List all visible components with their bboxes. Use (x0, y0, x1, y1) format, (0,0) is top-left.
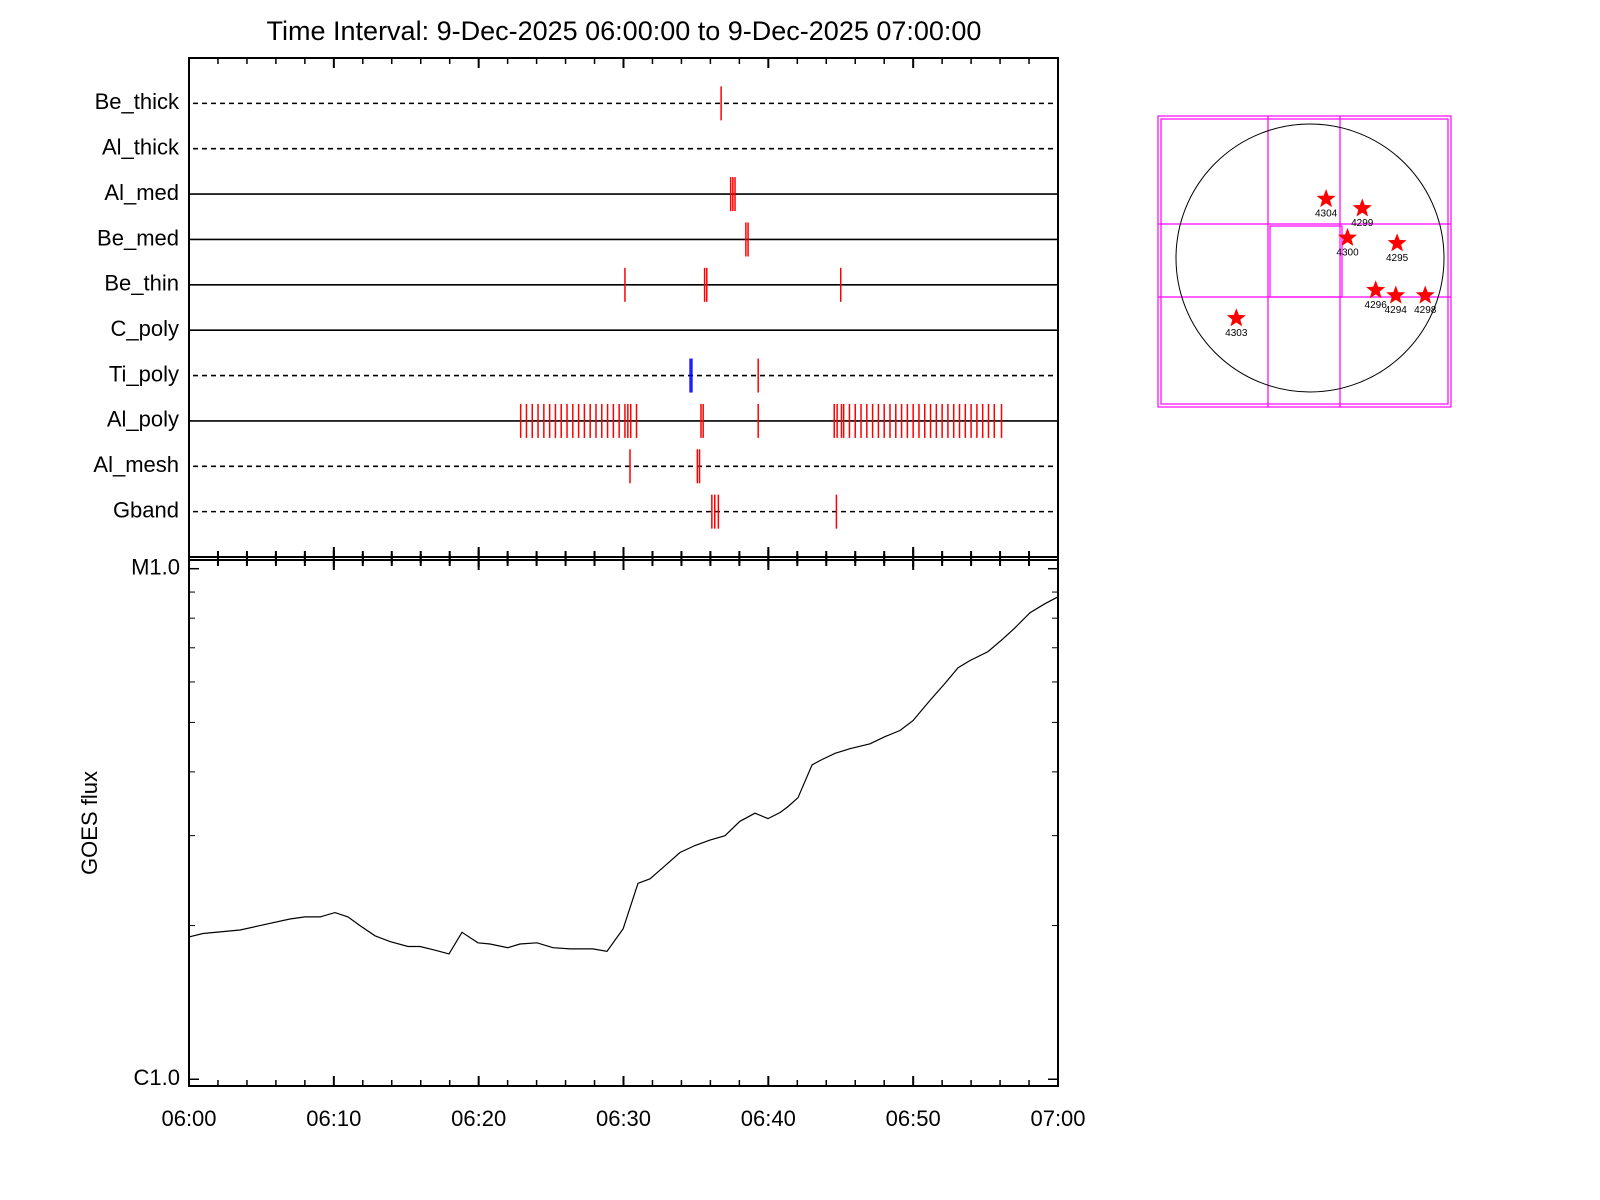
chart-title: Time Interval: 9-Dec-2025 06:00:00 to 9-… (267, 16, 982, 46)
row-label: Al_med (104, 180, 179, 205)
row-label: Al_mesh (93, 452, 179, 477)
region-label: 4295 (1386, 253, 1409, 264)
row-label: Gband (113, 497, 179, 522)
y-tick-label: C1.0 (134, 1065, 180, 1090)
y-tick-label: M1.0 (131, 555, 180, 580)
region-label: 4296 (1365, 300, 1388, 311)
flux-line (188, 596, 1059, 955)
x-tick-label: 06:30 (596, 1106, 651, 1131)
region-star (1338, 227, 1357, 246)
region-label: 4299 (1351, 218, 1374, 229)
map-grid (1269, 225, 1343, 298)
region-label: 4300 (1336, 248, 1359, 259)
flux-panel-frame (188, 559, 1059, 1087)
row-label: Ti_poly (109, 361, 179, 386)
row-label: Be_thick (95, 89, 180, 114)
map-border (1157, 115, 1452, 408)
region-star (1366, 280, 1386, 299)
region-star (1415, 285, 1435, 304)
x-tick-label: 06:40 (741, 1106, 796, 1131)
x-tick-label: 06:20 (451, 1106, 506, 1131)
x-tick-label: 06:50 (886, 1106, 941, 1131)
region-label: 4304 (1315, 209, 1338, 220)
row-label: Al_thick (102, 135, 180, 160)
event-panel-frame (188, 57, 1059, 558)
region-label: 4298 (1414, 305, 1437, 316)
solar-disk (1175, 123, 1445, 393)
x-tick-label: 06:00 (161, 1106, 216, 1131)
region-label: 4294 (1385, 305, 1408, 316)
row-label: Be_thin (104, 271, 179, 296)
row-label: C_poly (111, 316, 179, 341)
region-star (1387, 233, 1407, 252)
region-star (1226, 308, 1246, 327)
region-star (1352, 198, 1372, 217)
x-tick-label: 06:10 (306, 1106, 361, 1131)
region-label: 4303 (1225, 328, 1248, 339)
y-axis-label: GOES flux (77, 771, 102, 875)
region-star (1386, 285, 1406, 304)
row-label: Al_poly (107, 407, 179, 432)
region-star (1316, 189, 1336, 208)
row-label: Be_med (97, 225, 179, 250)
x-tick-label: 07:00 (1030, 1106, 1085, 1131)
map-border (1160, 118, 1449, 405)
